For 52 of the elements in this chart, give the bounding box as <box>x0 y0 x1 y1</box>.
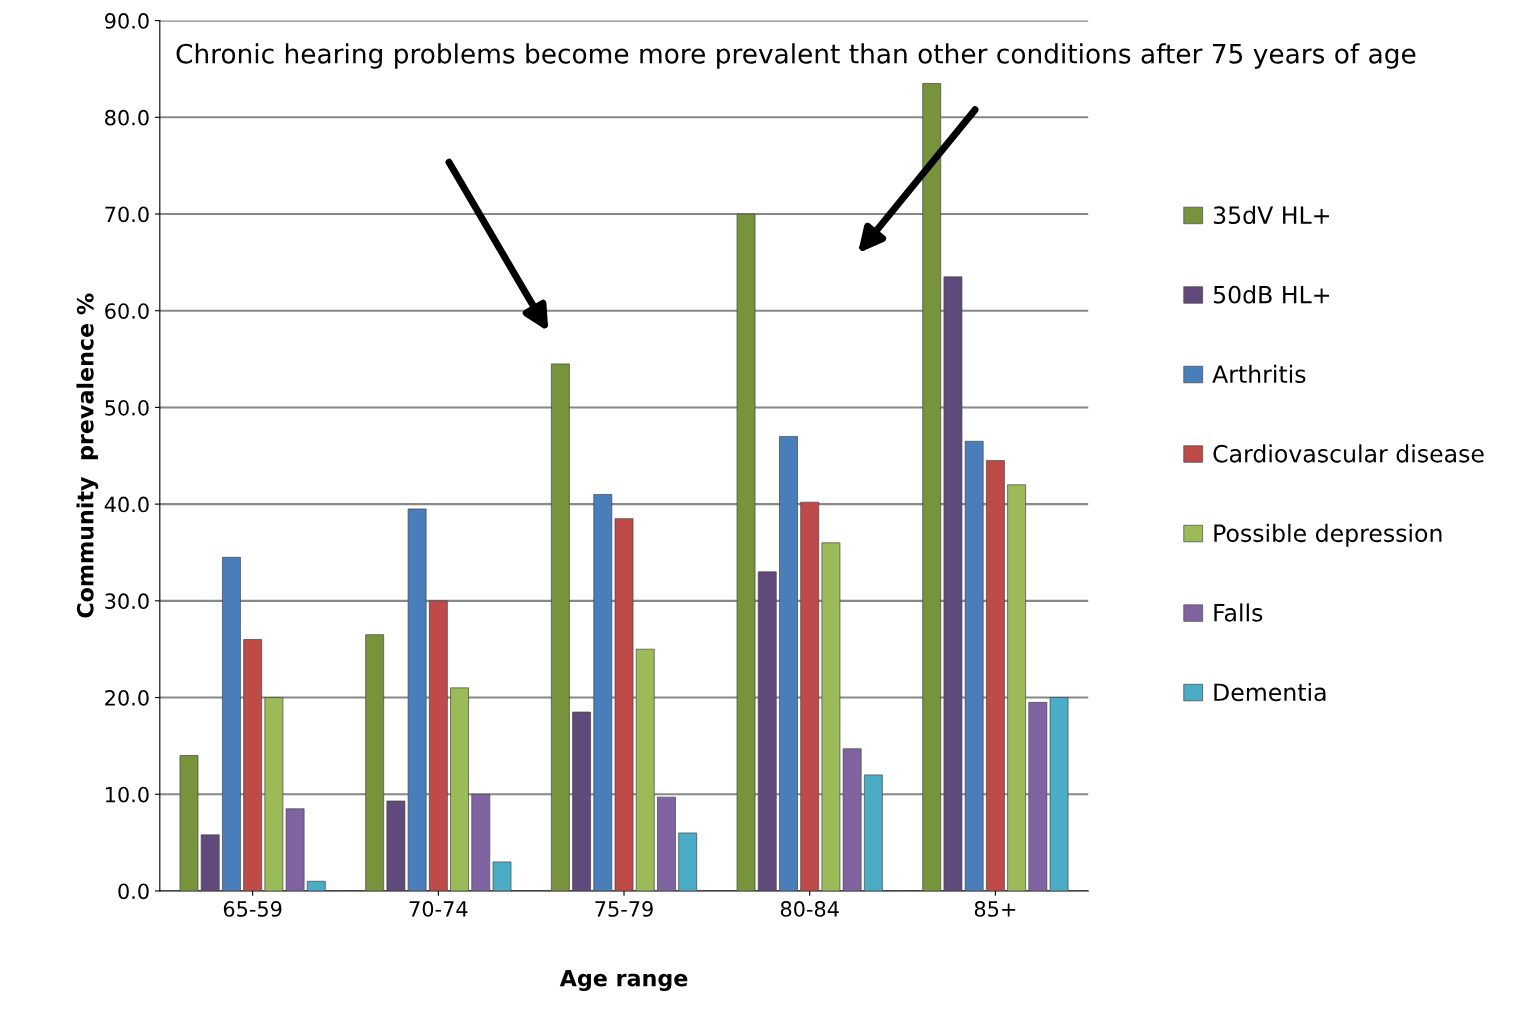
y-tick-label: 60.0 <box>105 303 149 319</box>
bar <box>986 460 1005 891</box>
x-tick-label: 80-84 <box>780 901 839 917</box>
bar <box>864 774 883 891</box>
x-tick-label: 65-59 <box>223 901 282 917</box>
bar <box>593 494 613 891</box>
annotation: Chronic hearing problems become more prevalent than other conditions after 75 years of age <box>176 43 1416 69</box>
legend-label: Falls <box>1214 603 1263 622</box>
bar <box>779 436 798 891</box>
y-tick-label: 70.0 <box>105 206 149 223</box>
bar <box>1049 697 1069 891</box>
bar <box>1028 702 1048 891</box>
bar <box>572 711 591 891</box>
bar <box>492 861 512 891</box>
bar <box>243 639 263 891</box>
y-tick-label: 80.0 <box>105 109 149 126</box>
y-tick-label: 0.0 <box>118 883 149 900</box>
bar <box>1007 484 1026 891</box>
bar <box>757 571 777 891</box>
bar <box>428 600 448 891</box>
bar <box>179 755 199 891</box>
y-tick-label: 30.0 <box>105 593 149 610</box>
x-tick-label: 85+ <box>974 901 1016 917</box>
y-tick-label: 50.0 <box>105 399 149 416</box>
bar <box>450 687 469 891</box>
legend-label: Cardiovascular disease <box>1213 444 1484 463</box>
legend-label: 35dV HL+ <box>1213 205 1329 225</box>
bar <box>200 834 220 891</box>
bar <box>635 648 655 891</box>
y-tick-label: 40.0 <box>104 496 149 513</box>
bar <box>736 213 756 891</box>
bar <box>550 363 570 891</box>
y-axis-title: Community prevalence % <box>76 293 99 618</box>
bar <box>800 501 820 891</box>
y-tick-label: 20.0 <box>105 689 149 706</box>
legend-label: 50dB HL+ <box>1213 285 1330 304</box>
x-tick-label: 75-79 <box>595 901 653 917</box>
bar <box>922 83 942 891</box>
bar <box>306 880 326 891</box>
bar <box>222 556 241 891</box>
bar <box>471 793 491 891</box>
bar <box>678 832 698 891</box>
bar <box>657 796 676 891</box>
legend-label: Dementia <box>1214 682 1326 702</box>
y-tick-label: 10.0 <box>105 786 149 803</box>
bar <box>614 518 634 891</box>
legend-label: Possible depression <box>1214 523 1442 547</box>
bar <box>365 634 385 891</box>
y-tick-label: 90.0 <box>105 13 149 29</box>
x-tick-label: 70-74 <box>409 901 468 917</box>
x-axis-title: Age range <box>559 969 688 991</box>
legend-label: Arthritis <box>1212 364 1306 384</box>
